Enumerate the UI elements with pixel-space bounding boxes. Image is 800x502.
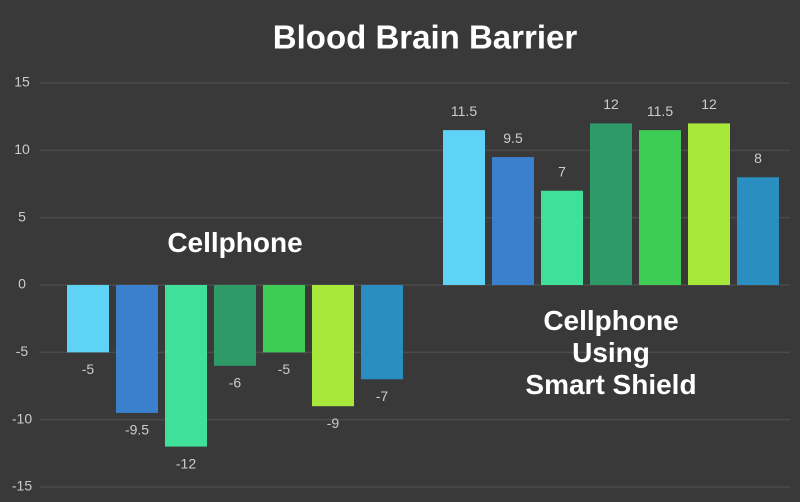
bar — [361, 285, 403, 380]
y-tick-label: -5 — [16, 343, 29, 359]
category-label: Cellphone Using Smart Shield — [525, 305, 697, 400]
value-label: 12 — [701, 96, 717, 112]
y-tick-label: -10 — [12, 410, 32, 426]
value-label: 11.5 — [451, 103, 477, 119]
y-tick-label: 0 — [18, 276, 26, 292]
y-tick-label: 15 — [14, 74, 30, 90]
value-label: 9.5 — [503, 130, 523, 146]
bar — [688, 123, 730, 286]
value-label: 8 — [754, 150, 762, 166]
bar — [639, 130, 681, 285]
bar — [165, 285, 207, 447]
value-label: -9.5 — [125, 422, 149, 438]
value-label: -5 — [82, 361, 95, 377]
value-label: -6 — [229, 375, 242, 391]
value-label: 12 — [603, 96, 619, 112]
value-label: 11.5 — [647, 103, 673, 119]
bar — [590, 123, 632, 286]
bar — [116, 285, 158, 413]
bar — [492, 157, 534, 285]
y-tick-label: 10 — [14, 141, 30, 157]
value-label: -5 — [278, 361, 291, 377]
bar — [541, 190, 583, 285]
bar — [312, 285, 354, 407]
y-tick-label: 5 — [18, 208, 26, 224]
bar — [263, 285, 305, 353]
bar — [67, 285, 109, 353]
category-label: Cellphone — [167, 227, 303, 258]
chart-title: Blood Brain Barrier — [273, 19, 578, 56]
value-label: -9 — [327, 415, 340, 431]
bar — [443, 130, 485, 285]
y-tick-label: -15 — [12, 478, 32, 494]
value-label: 7 — [558, 163, 566, 179]
value-label: -7 — [376, 388, 389, 404]
value-label: -12 — [176, 455, 196, 471]
bar — [737, 177, 779, 285]
bar — [214, 285, 256, 366]
